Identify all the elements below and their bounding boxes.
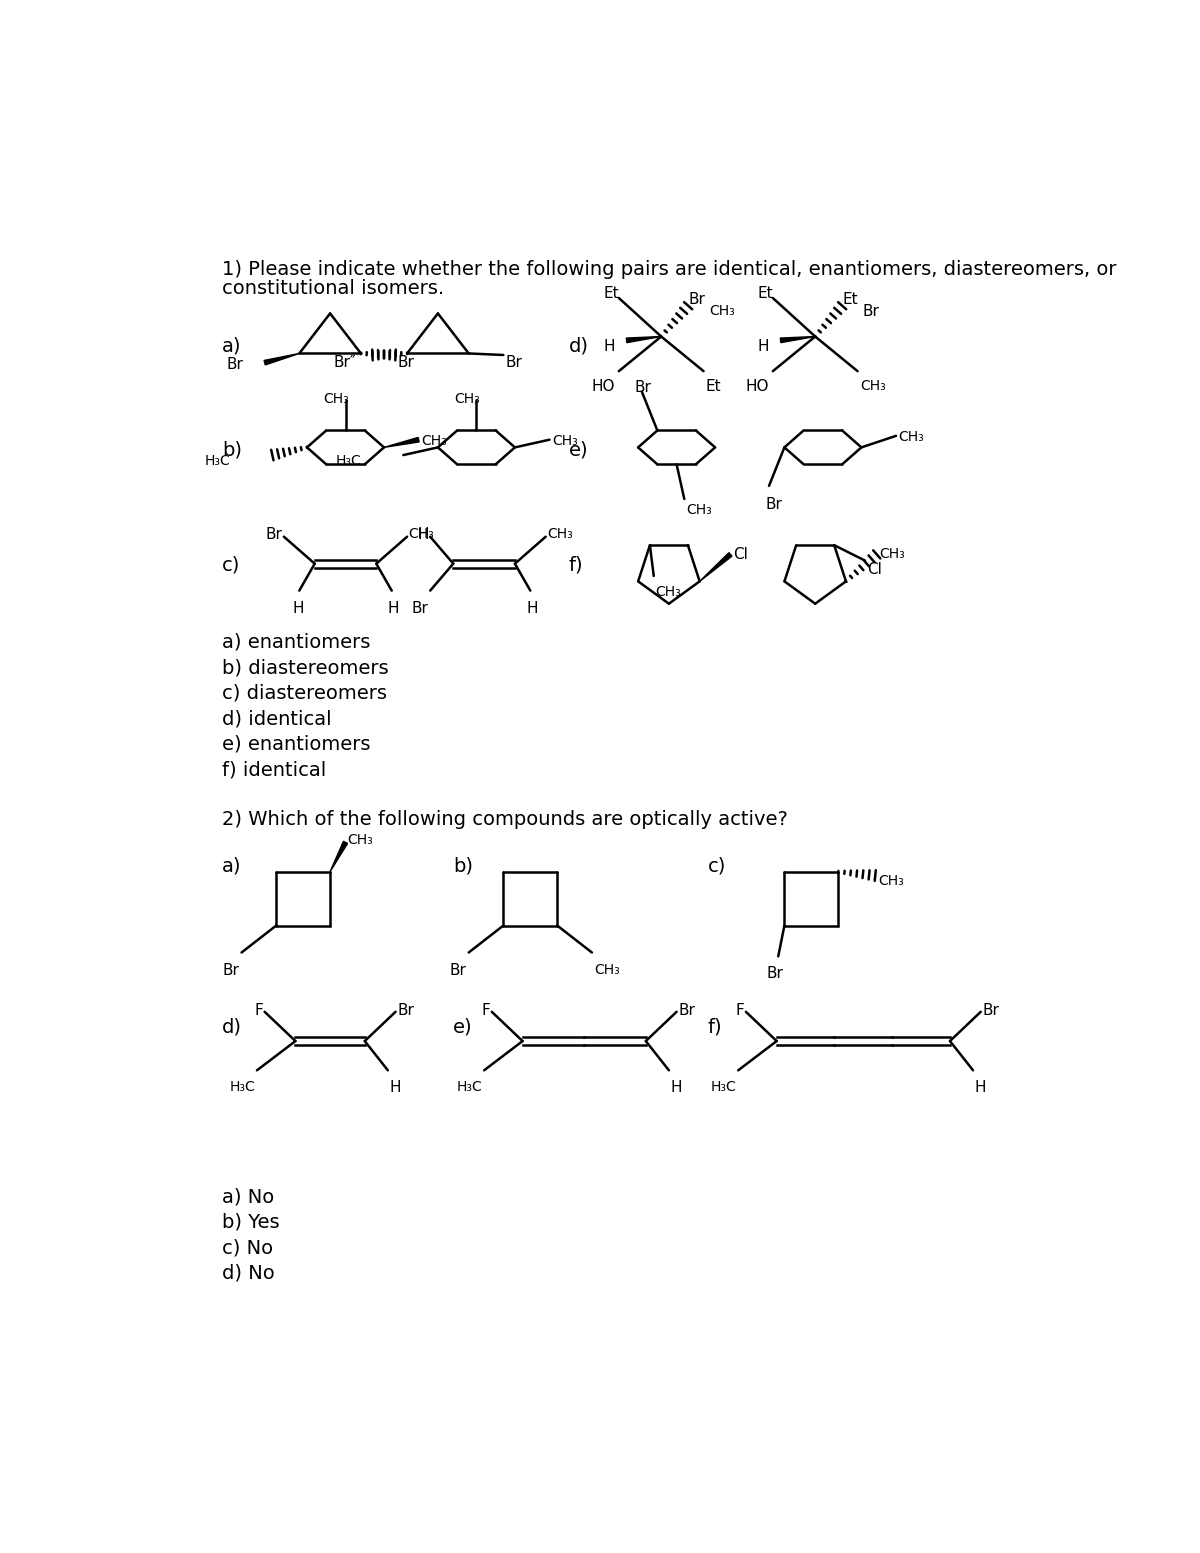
Text: Br: Br xyxy=(226,357,244,373)
Text: Cl: Cl xyxy=(733,547,748,562)
Text: CH₃: CH₃ xyxy=(594,963,620,977)
Text: CH₃: CH₃ xyxy=(323,391,349,405)
Text: F: F xyxy=(481,1003,491,1017)
Text: Br: Br xyxy=(222,963,239,977)
Text: H: H xyxy=(388,601,398,615)
Text: CH₃: CH₃ xyxy=(552,433,577,447)
Text: Et: Et xyxy=(842,292,858,307)
Text: CH₃: CH₃ xyxy=(709,304,734,318)
Text: e) enantiomers: e) enantiomers xyxy=(222,735,371,753)
Text: 2) Which of the following compounds are optically active?: 2) Which of the following compounds are … xyxy=(222,811,788,829)
Text: H₃C: H₃C xyxy=(229,1079,256,1093)
Text: Et: Et xyxy=(757,286,773,301)
Text: Br: Br xyxy=(766,497,782,512)
Text: HO: HO xyxy=(592,379,616,394)
Polygon shape xyxy=(700,553,732,581)
Text: b): b) xyxy=(454,856,473,876)
Text: Cl: Cl xyxy=(868,562,882,578)
Text: CH₃: CH₃ xyxy=(655,585,682,599)
Text: f): f) xyxy=(569,556,583,575)
Text: CH₃: CH₃ xyxy=(686,503,712,517)
Text: Br″: Br″ xyxy=(334,356,356,370)
Text: Br: Br xyxy=(397,1003,414,1017)
Text: a): a) xyxy=(222,337,242,356)
Text: F: F xyxy=(736,1003,744,1017)
Text: d): d) xyxy=(222,1017,242,1037)
Text: Br: Br xyxy=(983,1003,1000,1017)
Text: Br: Br xyxy=(635,380,652,396)
Text: a): a) xyxy=(222,856,242,876)
Text: H₃C: H₃C xyxy=(457,1079,482,1093)
Text: H: H xyxy=(526,601,538,615)
Text: b) Yes: b) Yes xyxy=(222,1213,280,1232)
Text: e): e) xyxy=(454,1017,473,1037)
Text: Et: Et xyxy=(706,379,721,394)
Text: Br: Br xyxy=(412,601,428,615)
Text: Et: Et xyxy=(604,286,619,301)
Text: a) enantiomers: a) enantiomers xyxy=(222,634,371,652)
Text: H: H xyxy=(418,526,428,542)
Text: b) diastereomers: b) diastereomers xyxy=(222,658,389,677)
Text: H: H xyxy=(974,1079,986,1095)
Text: H₃C: H₃C xyxy=(710,1079,737,1093)
Text: CH₃: CH₃ xyxy=(421,433,446,447)
Text: a) No: a) No xyxy=(222,1188,275,1207)
Text: CH₃: CH₃ xyxy=(878,874,904,888)
Text: c) diastereomers: c) diastereomers xyxy=(222,683,388,704)
Polygon shape xyxy=(384,438,419,447)
Text: CH₃: CH₃ xyxy=(455,391,480,405)
Text: Br: Br xyxy=(450,963,467,977)
Text: e): e) xyxy=(569,441,588,460)
Text: H: H xyxy=(604,339,616,354)
Text: d) No: d) No xyxy=(222,1264,275,1283)
Polygon shape xyxy=(264,354,299,365)
Text: CH₃: CH₃ xyxy=(860,379,886,393)
Text: f) identical: f) identical xyxy=(222,759,326,780)
Text: d) identical: d) identical xyxy=(222,710,332,728)
Text: c) No: c) No xyxy=(222,1238,274,1258)
Text: H: H xyxy=(292,601,304,615)
Text: b): b) xyxy=(222,441,242,460)
Text: Br: Br xyxy=(398,356,415,370)
Text: Br: Br xyxy=(767,966,784,980)
Text: Br: Br xyxy=(505,356,522,370)
Text: CH₃: CH₃ xyxy=(547,526,572,540)
Text: d): d) xyxy=(569,337,589,356)
Text: Br: Br xyxy=(678,1003,695,1017)
Text: 1) Please indicate whether the following pairs are identical, enantiomers, diast: 1) Please indicate whether the following… xyxy=(222,259,1117,278)
Text: HO: HO xyxy=(745,379,769,394)
Text: H: H xyxy=(389,1079,401,1095)
Polygon shape xyxy=(330,842,348,871)
Text: H₃C: H₃C xyxy=(204,453,230,467)
Text: CH₃: CH₃ xyxy=(899,430,924,444)
Text: c): c) xyxy=(222,556,241,575)
Text: constitutional isomers.: constitutional isomers. xyxy=(222,278,444,298)
Text: f): f) xyxy=(708,1017,722,1037)
Text: F: F xyxy=(254,1003,263,1017)
Text: CH₃: CH₃ xyxy=(880,547,905,561)
Text: H: H xyxy=(671,1079,682,1095)
Polygon shape xyxy=(626,337,661,343)
Text: c): c) xyxy=(708,856,726,876)
Text: H₃C: H₃C xyxy=(335,453,361,467)
Text: CH₃: CH₃ xyxy=(347,832,373,846)
Text: CH₃: CH₃ xyxy=(409,526,434,540)
Text: Br: Br xyxy=(688,292,706,307)
Text: Br: Br xyxy=(863,304,880,320)
Text: H: H xyxy=(757,339,769,354)
Polygon shape xyxy=(780,337,815,343)
Text: Br: Br xyxy=(265,526,282,542)
